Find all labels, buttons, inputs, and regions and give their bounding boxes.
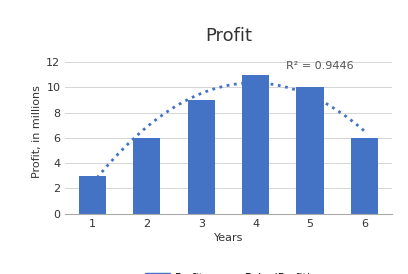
Text: R² = 0.9446: R² = 0.9446	[286, 61, 353, 71]
Bar	[79, 176, 106, 214]
Bar	[133, 138, 160, 214]
Bar	[351, 138, 378, 214]
Bar	[242, 75, 269, 214]
Y-axis label: Profit, in millions: Profit, in millions	[32, 85, 42, 178]
X-axis label: Years: Years	[214, 233, 243, 243]
Legend: Profit, Poly. (Profit): Profit, Poly. (Profit)	[141, 269, 316, 274]
Title: Profit: Profit	[205, 27, 252, 45]
Bar	[297, 87, 324, 214]
Bar	[188, 100, 215, 214]
